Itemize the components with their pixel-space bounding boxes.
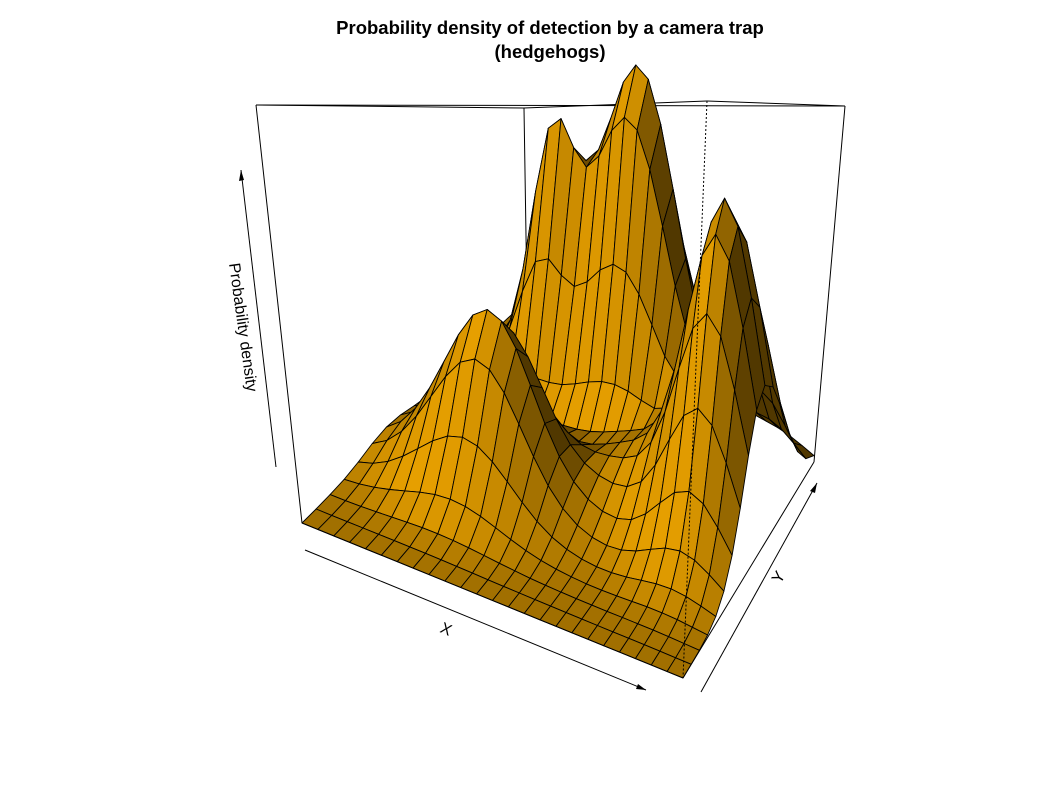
box-bottom-front-edge bbox=[301, 522, 684, 679]
box-right-vertical-edge bbox=[813, 105, 846, 463]
y-axis-arrow bbox=[700, 482, 818, 693]
surface-mesh bbox=[301, 64, 815, 679]
box-bottom-right-edge bbox=[682, 461, 815, 679]
x-axis-label: X bbox=[438, 620, 455, 640]
x-axis-arrow bbox=[304, 549, 647, 691]
axes bbox=[239, 169, 818, 693]
box-back-edges bbox=[255, 100, 846, 524]
box-top-right-edge bbox=[706, 100, 846, 107]
z-axis-arrow bbox=[240, 169, 277, 468]
box-front-edges bbox=[301, 100, 815, 679]
box-hidden-vertical-edge bbox=[682, 100, 708, 679]
box-top-back-edge bbox=[255, 104, 846, 107]
y-axis-label: Y bbox=[769, 568, 789, 586]
chart-title: Probability density of detection by a ca… bbox=[336, 17, 764, 38]
box-top-left-edge bbox=[255, 104, 525, 109]
chart-subtitle: (hedgehogs) bbox=[495, 41, 606, 62]
box-left-vertical-edge bbox=[255, 104, 303, 524]
y-axis-arrowhead bbox=[810, 483, 817, 493]
x-axis-arrowhead bbox=[636, 684, 646, 690]
z-axis-label: Probability density bbox=[225, 262, 260, 393]
z-axis-arrowhead bbox=[239, 170, 244, 181]
